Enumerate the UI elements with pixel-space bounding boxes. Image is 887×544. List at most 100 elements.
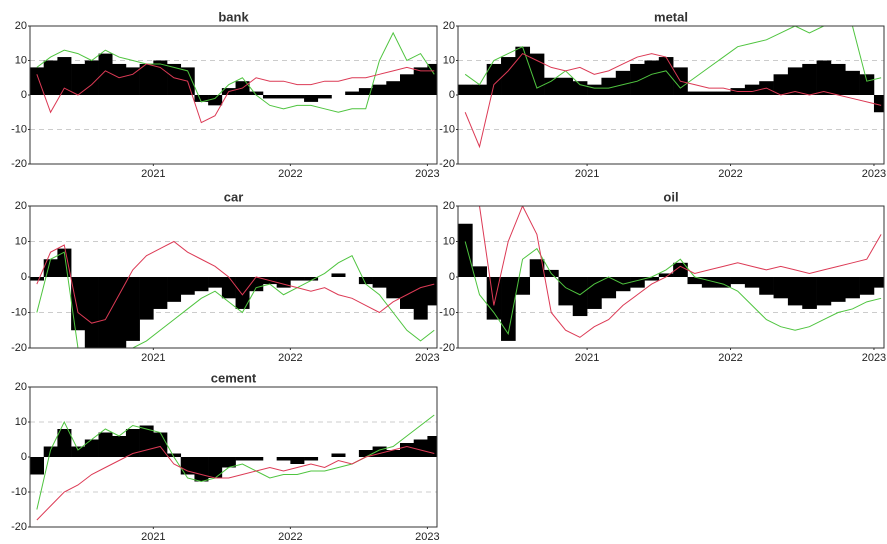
plot-frame xyxy=(29,25,438,165)
bar xyxy=(386,277,401,299)
bar xyxy=(167,63,182,95)
y-tick-label: 10 xyxy=(15,416,27,428)
bar xyxy=(372,446,387,457)
y-tick-label: -10 xyxy=(439,306,455,318)
bar xyxy=(304,95,319,102)
bar xyxy=(873,277,884,288)
bar xyxy=(658,273,674,277)
y-tick-label: 20 xyxy=(15,200,27,212)
bar xyxy=(529,53,545,95)
bar xyxy=(98,277,113,348)
bar xyxy=(400,74,415,95)
bar xyxy=(787,67,803,95)
bar xyxy=(372,277,387,288)
panel: -20 -10 0 10 20 2021 2022 2023 oil xyxy=(439,189,886,364)
bar xyxy=(112,277,127,348)
bar xyxy=(43,259,58,277)
bar xyxy=(744,84,760,95)
plot-frame xyxy=(29,386,438,528)
plot-area xyxy=(30,414,437,521)
plot-frame xyxy=(457,25,885,165)
bar xyxy=(601,277,617,299)
bar xyxy=(529,259,545,277)
bar xyxy=(572,277,588,317)
y-tick-label: -10 xyxy=(11,123,27,135)
bar xyxy=(57,57,72,95)
bar xyxy=(372,84,387,95)
bar xyxy=(43,446,58,457)
x-tick-label: 2023 xyxy=(862,352,886,364)
bar xyxy=(773,74,789,95)
bar xyxy=(830,277,846,302)
bar xyxy=(153,277,168,309)
bar xyxy=(125,429,140,457)
bar xyxy=(759,277,774,295)
y-tick-label: -20 xyxy=(439,158,455,170)
bar xyxy=(501,277,516,341)
series-line xyxy=(36,63,435,124)
panel-title: cement xyxy=(211,370,257,385)
y-tick-label: -10 xyxy=(11,486,27,498)
y-tick-label: 10 xyxy=(15,235,27,247)
bar xyxy=(331,453,346,457)
y-tick-label: 10 xyxy=(443,54,455,66)
panel-title: oil xyxy=(663,189,678,204)
bar xyxy=(180,277,195,295)
bar xyxy=(644,60,660,95)
plot-frame xyxy=(29,205,438,349)
bar xyxy=(427,277,437,306)
y-tick-label: -10 xyxy=(11,306,27,318)
bar xyxy=(615,70,631,95)
panel: -20 -10 0 10 20 2021 2022 2023 metal xyxy=(439,9,886,180)
bar xyxy=(331,273,346,277)
bar xyxy=(716,277,731,288)
y-tick-label: -20 xyxy=(11,342,27,354)
bar xyxy=(427,63,437,95)
series-line xyxy=(36,31,435,113)
bar xyxy=(386,450,401,457)
bar xyxy=(194,277,209,292)
series-line xyxy=(464,241,882,336)
y-tick-label: 20 xyxy=(15,20,27,32)
bar xyxy=(276,95,291,99)
x-tick-label: 2021 xyxy=(141,531,165,543)
bar xyxy=(139,277,154,320)
bar xyxy=(221,277,236,299)
bar xyxy=(358,277,373,285)
x-tick-label: 2022 xyxy=(718,352,742,364)
bar xyxy=(816,60,832,95)
bar xyxy=(249,457,264,461)
bar xyxy=(208,95,223,106)
bar xyxy=(486,63,502,95)
bar xyxy=(194,457,209,482)
plot-frame xyxy=(457,205,885,349)
plot-area xyxy=(30,240,437,348)
x-tick-label: 2022 xyxy=(278,352,302,364)
y-tick-label: 10 xyxy=(443,235,455,247)
bar xyxy=(830,63,846,95)
bar xyxy=(290,277,305,281)
bar xyxy=(744,277,760,288)
bar xyxy=(276,277,291,288)
x-tick-label: 2021 xyxy=(141,168,165,180)
bar xyxy=(802,63,817,95)
bar xyxy=(802,277,817,309)
x-tick-label: 2023 xyxy=(415,168,439,180)
bar xyxy=(180,457,195,475)
x-tick-label: 2022 xyxy=(278,168,302,180)
x-tick-label: 2021 xyxy=(575,168,599,180)
x-tick-label: 2021 xyxy=(141,352,165,364)
bar xyxy=(400,443,415,457)
bar xyxy=(658,57,674,95)
bar xyxy=(845,70,860,95)
bar xyxy=(249,277,264,292)
bar xyxy=(290,95,305,99)
x-tick-label: 2021 xyxy=(575,352,599,364)
bar xyxy=(276,457,291,461)
plot-area xyxy=(458,26,884,149)
bar xyxy=(71,63,86,95)
bar xyxy=(71,277,86,331)
bar xyxy=(235,277,250,309)
bar xyxy=(57,248,72,277)
panel: -20 -10 0 10 20 2021 2022 2023 cement xyxy=(11,370,440,543)
